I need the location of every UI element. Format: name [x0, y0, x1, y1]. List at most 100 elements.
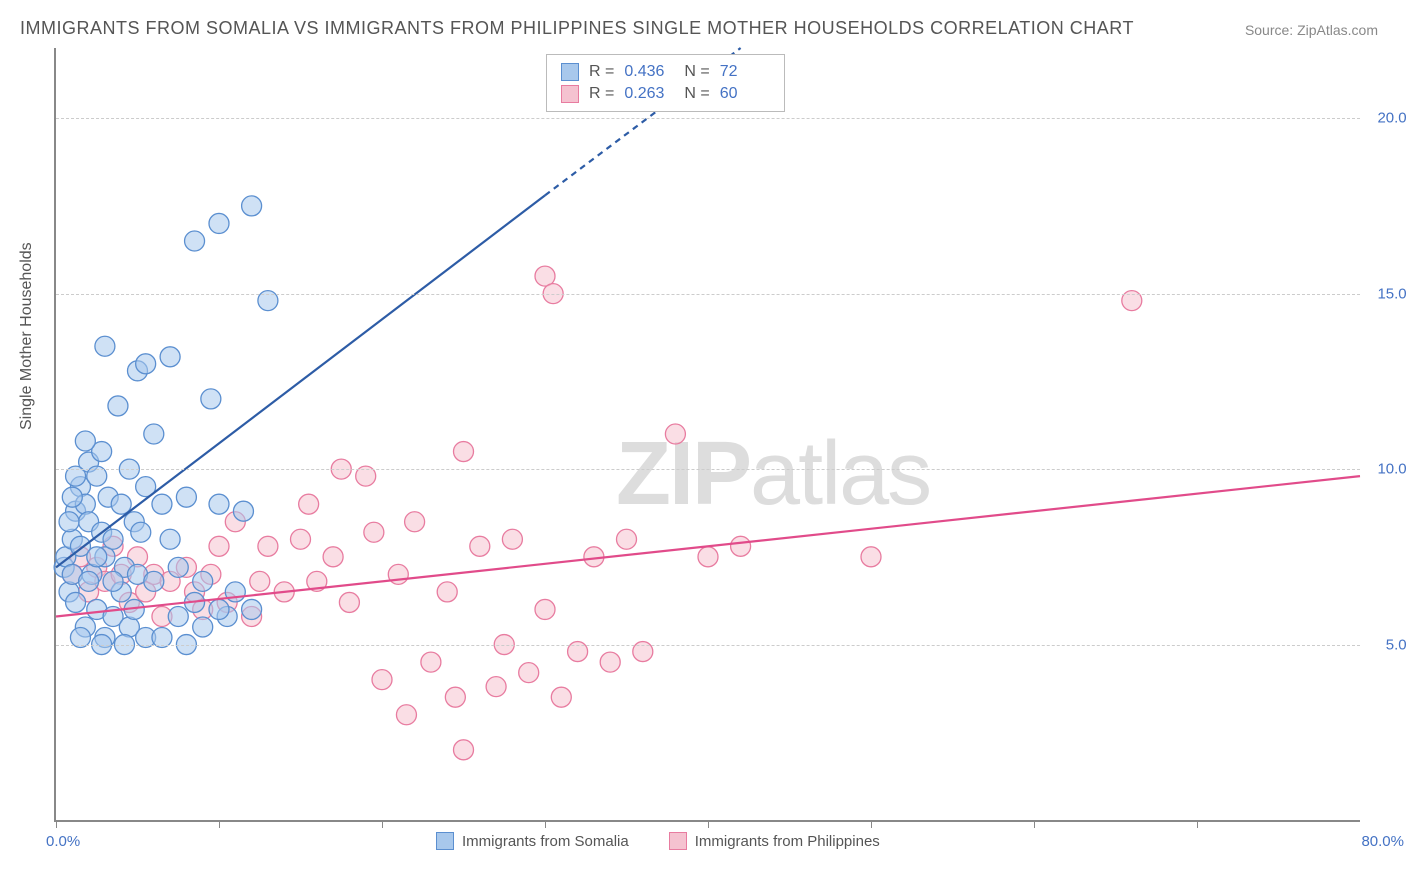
bottom-legend: Immigrants from Somalia Immigrants from …: [436, 832, 880, 850]
data-point: [323, 547, 343, 567]
data-point: [551, 687, 571, 707]
gridline: [56, 645, 1360, 646]
x-axis-min-label: 0.0%: [46, 833, 80, 850]
data-point: [87, 547, 107, 567]
n-value-1: 72: [720, 63, 770, 81]
y-tick-label: 20.0%: [1377, 110, 1406, 127]
swatch-series2: [669, 832, 687, 850]
x-tick: [1197, 820, 1198, 828]
data-point: [193, 617, 213, 637]
data-point: [421, 652, 441, 672]
data-point: [152, 494, 172, 514]
data-point: [486, 677, 506, 697]
legend-label-2: Immigrants from Philippines: [695, 833, 880, 850]
data-point: [861, 547, 881, 567]
gridline: [56, 469, 1360, 470]
stats-row-2: R = 0.263 N = 60: [561, 83, 770, 105]
data-point: [176, 487, 196, 507]
data-point: [535, 599, 555, 619]
r-value-2: 0.263: [624, 85, 674, 103]
swatch-series1: [561, 63, 579, 81]
data-point: [339, 592, 359, 612]
data-point: [66, 592, 86, 612]
y-axis-title: Single Mother Households: [18, 242, 36, 430]
legend-item-2: Immigrants from Philippines: [669, 832, 880, 850]
data-point: [405, 512, 425, 532]
data-point: [372, 670, 392, 690]
data-point: [665, 424, 685, 444]
data-point: [95, 336, 115, 356]
legend-item-1: Immigrants from Somalia: [436, 832, 629, 850]
swatch-series2: [561, 85, 579, 103]
data-point: [193, 571, 213, 591]
data-point: [209, 536, 229, 556]
plot-area: ZIPatlas R = 0.436 N = 72 R = 0.263 N = …: [54, 48, 1360, 822]
data-point: [454, 442, 474, 462]
data-point: [209, 494, 229, 514]
data-point: [437, 582, 457, 602]
data-point: [160, 529, 180, 549]
data-point: [131, 522, 151, 542]
data-point: [209, 213, 229, 233]
data-point: [209, 599, 229, 619]
y-tick-label: 10.0%: [1377, 461, 1406, 478]
data-point: [698, 547, 718, 567]
data-point: [79, 571, 99, 591]
legend-label-1: Immigrants from Somalia: [462, 833, 629, 850]
gridline: [56, 118, 1360, 119]
scatter-svg: [56, 48, 1360, 820]
data-point: [364, 522, 384, 542]
data-point: [242, 599, 262, 619]
data-point: [75, 431, 95, 451]
n-value-2: 60: [720, 85, 770, 103]
source-label: Source: ZipAtlas.com: [1245, 22, 1378, 38]
x-tick: [56, 820, 57, 828]
swatch-series1: [436, 832, 454, 850]
data-point: [299, 494, 319, 514]
trend-line: [56, 476, 1360, 616]
data-point: [454, 740, 474, 760]
data-point: [445, 687, 465, 707]
n-label: N =: [684, 85, 709, 103]
data-point: [396, 705, 416, 725]
data-point: [470, 536, 490, 556]
data-point: [731, 536, 751, 556]
data-point: [168, 557, 188, 577]
y-tick-label: 5.0%: [1386, 636, 1406, 653]
data-point: [185, 231, 205, 251]
y-tick-label: 15.0%: [1377, 285, 1406, 302]
data-point: [250, 571, 270, 591]
data-point: [103, 529, 123, 549]
data-point: [600, 652, 620, 672]
n-label: N =: [684, 63, 709, 81]
data-point: [168, 606, 188, 626]
x-tick: [871, 820, 872, 828]
gridline: [56, 294, 1360, 295]
data-point: [62, 487, 82, 507]
trend-line: [56, 195, 545, 567]
data-point: [59, 512, 79, 532]
x-tick: [1034, 820, 1035, 828]
data-point: [502, 529, 522, 549]
data-point: [103, 571, 123, 591]
data-point: [291, 529, 311, 549]
stats-box: R = 0.436 N = 72 R = 0.263 N = 60: [546, 54, 785, 112]
r-label: R =: [589, 85, 614, 103]
data-point: [160, 347, 180, 367]
data-point: [201, 389, 221, 409]
data-point: [242, 196, 262, 216]
x-axis-max-label: 80.0%: [1361, 833, 1404, 850]
chart-title: IMMIGRANTS FROM SOMALIA VS IMMIGRANTS FR…: [20, 18, 1134, 39]
data-point: [519, 663, 539, 683]
x-tick: [219, 820, 220, 828]
data-point: [108, 396, 128, 416]
data-point: [617, 529, 637, 549]
x-tick: [708, 820, 709, 828]
data-point: [258, 536, 278, 556]
data-point: [233, 501, 253, 521]
data-point: [136, 354, 156, 374]
data-point: [144, 571, 164, 591]
r-value-1: 0.436: [624, 63, 674, 81]
stats-row-1: R = 0.436 N = 72: [561, 61, 770, 83]
x-tick: [382, 820, 383, 828]
